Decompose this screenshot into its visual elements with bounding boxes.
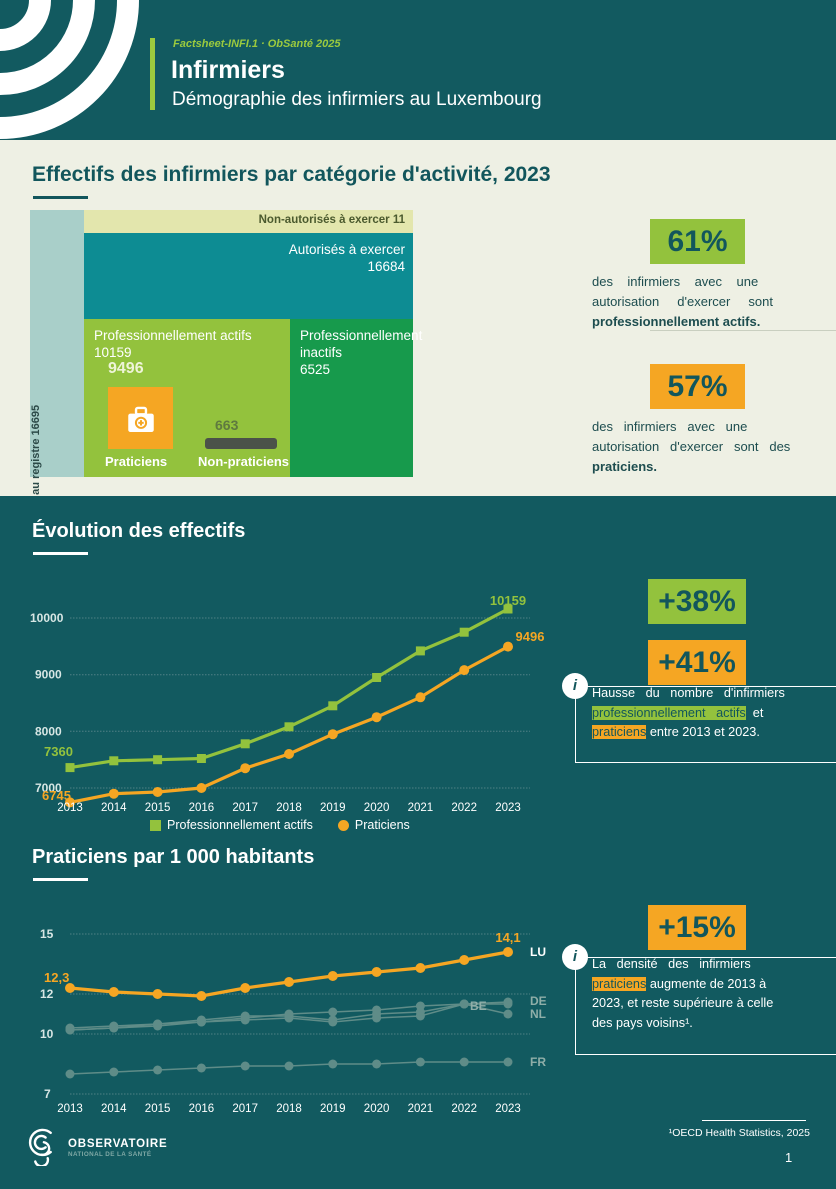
svg-text:2019: 2019 [320, 1103, 346, 1114]
svg-text:2015: 2015 [145, 1103, 171, 1114]
svg-text:9000: 9000 [35, 668, 62, 682]
svg-text:2020: 2020 [364, 802, 390, 814]
svg-text:DE: DE [530, 994, 547, 1008]
svg-text:10000: 10000 [30, 611, 64, 625]
svg-text:2019: 2019 [320, 802, 346, 814]
svg-text:2016: 2016 [189, 802, 215, 814]
svg-text:2021: 2021 [408, 1103, 434, 1114]
svg-text:9496: 9496 [516, 629, 545, 644]
svg-text:12,3: 12,3 [44, 970, 69, 985]
svg-text:2015: 2015 [145, 802, 171, 814]
svg-text:2020: 2020 [364, 1103, 390, 1114]
svg-text:2018: 2018 [276, 1103, 302, 1114]
svg-text:14,1: 14,1 [495, 930, 520, 945]
svg-text:2017: 2017 [232, 802, 258, 814]
svg-text:2016: 2016 [189, 1103, 215, 1114]
svg-text:7: 7 [44, 1087, 51, 1101]
svg-text:2022: 2022 [451, 802, 477, 814]
svg-text:2023: 2023 [495, 1103, 521, 1114]
svg-text:7360: 7360 [44, 744, 73, 759]
svg-text:2023: 2023 [495, 802, 521, 814]
svg-text:2022: 2022 [451, 1103, 477, 1114]
svg-text:FR: FR [530, 1055, 546, 1069]
svg-text:2017: 2017 [232, 1103, 258, 1114]
svg-text:8000: 8000 [35, 724, 62, 738]
svg-text:2014: 2014 [101, 802, 127, 814]
svg-text:2013: 2013 [57, 1103, 83, 1114]
svg-text:LU: LU [530, 945, 546, 959]
svg-text:2021: 2021 [408, 802, 434, 814]
svg-text:2013: 2013 [57, 802, 83, 814]
svg-text:BE: BE [470, 999, 487, 1013]
svg-text:6745: 6745 [42, 788, 71, 803]
svg-text:10: 10 [40, 1027, 54, 1041]
svg-text:12: 12 [40, 987, 54, 1001]
svg-text:NL: NL [530, 1007, 546, 1021]
svg-text:10159: 10159 [490, 593, 526, 608]
svg-text:2018: 2018 [276, 802, 302, 814]
svg-text:15: 15 [40, 927, 54, 941]
svg-text:2014: 2014 [101, 1103, 127, 1114]
